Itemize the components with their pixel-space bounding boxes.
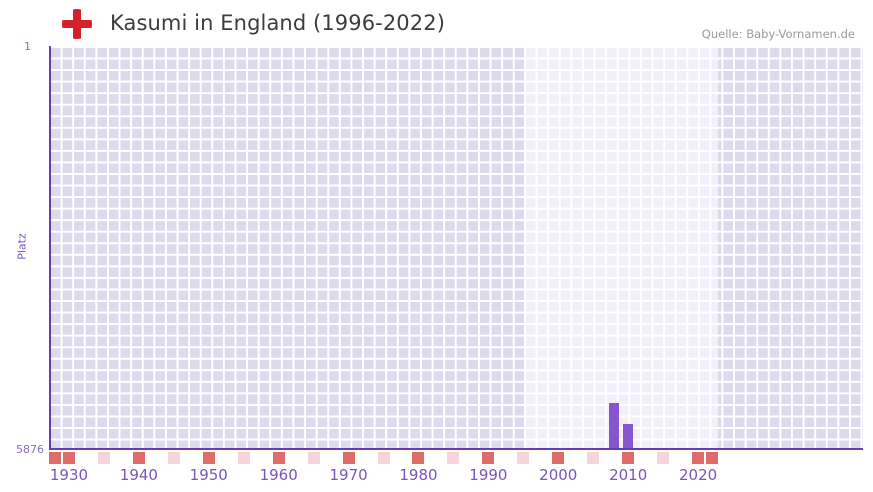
- y-axis-tick-bottom: 5876: [16, 443, 44, 456]
- x-tick-major: [202, 452, 215, 464]
- bar: [609, 402, 620, 448]
- x-tick-minor: [377, 452, 390, 464]
- x-tick-minor: [657, 452, 670, 464]
- x-tick-minor: [167, 452, 180, 464]
- x-tick-minor: [97, 452, 110, 464]
- x-axis-tick-label: 1990: [469, 466, 508, 484]
- x-axis-tick-label: 1960: [259, 466, 298, 484]
- x-axis-line: [49, 448, 863, 450]
- x-tick-minor: [517, 452, 530, 464]
- x-tick-major: [692, 452, 705, 464]
- x-tick-minor: [237, 452, 250, 464]
- x-axis-tick-label: 1970: [329, 466, 368, 484]
- x-axis-tick-label: 2000: [539, 466, 578, 484]
- y-axis-line: [49, 46, 51, 450]
- x-axis-tick-label: 1940: [119, 466, 158, 484]
- source-attribution: Quelle: Baby-Vornamen.de: [701, 27, 855, 41]
- bar: [623, 424, 634, 448]
- x-tick-major: [272, 452, 285, 464]
- x-axis-tick-label: 2010: [609, 466, 648, 484]
- x-axis-tick-label: 1930: [49, 466, 89, 484]
- x-tick-major: [622, 452, 635, 464]
- x-tick-major: [132, 452, 145, 464]
- grid-cells: [49, 46, 863, 450]
- plot-area: [49, 46, 863, 450]
- x-tick-major: [62, 452, 75, 464]
- x-tick-major: [342, 452, 355, 464]
- england-flag-icon: [62, 9, 92, 39]
- flag-cross-vertical: [73, 9, 81, 39]
- x-tick-minor: [447, 452, 460, 464]
- x-axis-tick-label: 1980: [399, 466, 438, 484]
- x-tick-major: [482, 452, 495, 464]
- x-axis-tick-label: 1950: [189, 466, 228, 484]
- x-tick-major: [49, 452, 61, 464]
- x-tick-minor: [587, 452, 600, 464]
- x-tick-major: [706, 452, 719, 464]
- x-axis-tick-label: 2020: [678, 466, 718, 484]
- y-axis-title: Platz: [15, 233, 29, 260]
- x-tick-major: [552, 452, 565, 464]
- chart-title: Kasumi in England (1996-2022): [110, 11, 445, 35]
- data-range-band: [524, 46, 719, 450]
- x-tick-minor: [307, 452, 320, 464]
- y-axis-tick-top: 1: [24, 40, 31, 53]
- x-tick-major: [412, 452, 425, 464]
